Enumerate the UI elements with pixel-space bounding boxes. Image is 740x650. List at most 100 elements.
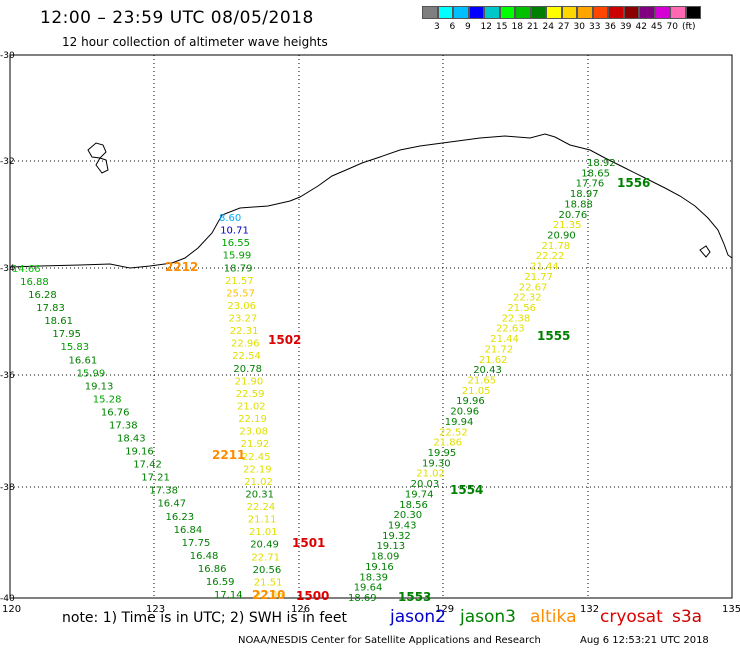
lat-tick-label: -32 <box>0 157 15 167</box>
pass-time-label: 2210 <box>252 588 285 602</box>
swh-value: 21.77 <box>524 272 553 283</box>
lat-tick-label: -30 <box>0 51 15 61</box>
swh-value: 16.28 <box>28 290 57 301</box>
swh-value: 23.06 <box>227 301 256 312</box>
colorbar-label: 45 <box>651 22 663 32</box>
swh-value: 16.76 <box>101 407 130 418</box>
swh-value: 20.76 <box>559 210 588 221</box>
swh-value: 17.42 <box>133 460 162 471</box>
colorbar-swatch <box>592 6 608 19</box>
swh-value: 23.08 <box>239 427 268 438</box>
colorbar-label: 15 <box>496 22 508 32</box>
map-frame <box>9 54 733 599</box>
swh-value: 10.71 <box>220 226 249 237</box>
swh-value: 16.59 <box>206 577 235 588</box>
swh-value: 17.76 <box>576 179 605 190</box>
legend-altika: altika <box>530 607 577 627</box>
colorbar-swatch <box>468 6 484 19</box>
map-subtitle: 12 hour collection of altimeter wave hei… <box>62 35 328 49</box>
lat-tick-label: -38 <box>0 483 15 493</box>
swh-value: 19.30 <box>422 458 451 469</box>
swh-value: 21.51 <box>254 577 283 588</box>
swh-value: 19.32 <box>382 531 411 542</box>
lon-tick-label: 132 <box>580 604 599 615</box>
legend-jason3: jason3 <box>460 607 516 627</box>
pass-time-label: 1553 <box>398 590 431 604</box>
lat-tick-label: -40 <box>0 594 15 604</box>
lon-tick-label: 135 <box>722 604 740 615</box>
swh-value: 21.02 <box>416 469 445 480</box>
swh-value: 20.03 <box>411 479 440 490</box>
swh-value: 19.74 <box>405 489 434 500</box>
swh-value: 17.75 <box>182 538 211 549</box>
swh-value: 18.79 <box>224 263 253 274</box>
swh-value: 21.35 <box>553 220 582 231</box>
colorbar-label: 3 <box>434 22 440 32</box>
swh-value: 22.38 <box>502 313 531 324</box>
colorbar-label: 30 <box>573 22 585 32</box>
swh-value: 19.16 <box>365 562 394 573</box>
swh-value: 19.13 <box>85 381 114 392</box>
colorbar-label: 33 <box>589 22 601 32</box>
map-title: 12:00 – 23:59 UTC 08/05/2018 <box>40 8 314 28</box>
swh-value: 18.92 <box>587 158 616 169</box>
lon-tick-label: 123 <box>146 604 165 615</box>
swh-value: 16.48 <box>190 551 219 562</box>
swh-value: 17.83 <box>36 303 65 314</box>
swh-value: 21.05 <box>462 386 491 397</box>
swh-value: 22.19 <box>238 414 267 425</box>
swh-value: 20.90 <box>547 231 576 242</box>
swh-value: 22.59 <box>236 389 265 400</box>
colorbar-label: 12 <box>480 22 492 32</box>
colorbar-label: 24 <box>542 22 554 32</box>
swh-value: 22.24 <box>247 502 276 513</box>
swh-value: 21.44 <box>530 262 559 273</box>
legend-cryosat: cryosat <box>600 607 663 627</box>
swh-value: 20.49 <box>250 540 279 551</box>
colorbar-label: 21 <box>527 22 539 32</box>
swh-value: 21.86 <box>433 438 462 449</box>
legend-jason2: jason2 <box>390 607 446 627</box>
swh-value: 20.30 <box>394 510 423 521</box>
swh-value: 20.31 <box>245 489 274 500</box>
colorbar-label: (ft) <box>682 22 696 32</box>
swh-value: 22.22 <box>536 251 565 262</box>
lon-tick-label: 129 <box>435 604 454 615</box>
swh-value: 16.84 <box>174 525 203 536</box>
colorbar-swatch <box>685 6 701 19</box>
colorbar-swatch <box>546 6 562 19</box>
swh-value: 22.71 <box>251 552 280 563</box>
swh-value: 22.63 <box>496 324 525 335</box>
colorbar-swatch <box>608 6 624 19</box>
swh-value: 21.56 <box>507 303 536 314</box>
colorbar-swatch <box>484 6 500 19</box>
swh-value: 20.78 <box>233 364 262 375</box>
swh-value: 19.95 <box>428 448 457 459</box>
swh-value: 22.31 <box>230 326 259 337</box>
colorbar-swatch <box>561 6 577 19</box>
swh-value: 17.95 <box>52 329 81 340</box>
swh-value: 22.67 <box>519 282 548 293</box>
pass-time-label: 2211 <box>212 448 245 462</box>
colorbar-label: 39 <box>620 22 632 32</box>
colorbar-label: 18 <box>511 22 523 32</box>
swh-value: 21.62 <box>479 355 508 366</box>
lat-tick-label: -34 <box>0 264 15 274</box>
swh-value: 17.21 <box>141 473 170 484</box>
swh-value: 22.32 <box>513 293 542 304</box>
colorbar-label: 42 <box>635 22 647 32</box>
swh-value: 16.88 <box>20 277 49 288</box>
colorbar-label: 27 <box>558 22 570 32</box>
island <box>699 245 711 258</box>
colorbar-swatch <box>654 6 670 19</box>
swh-value: 15.99 <box>223 251 252 262</box>
lon-tick-label: 126 <box>291 604 310 615</box>
swh-value: 16.47 <box>157 499 186 510</box>
colorbar-labels: 3 6 9 12 15 18 21 24 27 30 33 36 39 42 45 70 (ft) <box>422 22 740 34</box>
swh-value: 22.45 <box>242 452 271 463</box>
swh-value: 21.02 <box>244 477 273 488</box>
swh-value: 19.13 <box>376 541 405 552</box>
legend-s3a: s3a <box>672 607 703 627</box>
island <box>87 142 107 159</box>
swh-value: 16.86 <box>198 564 227 575</box>
